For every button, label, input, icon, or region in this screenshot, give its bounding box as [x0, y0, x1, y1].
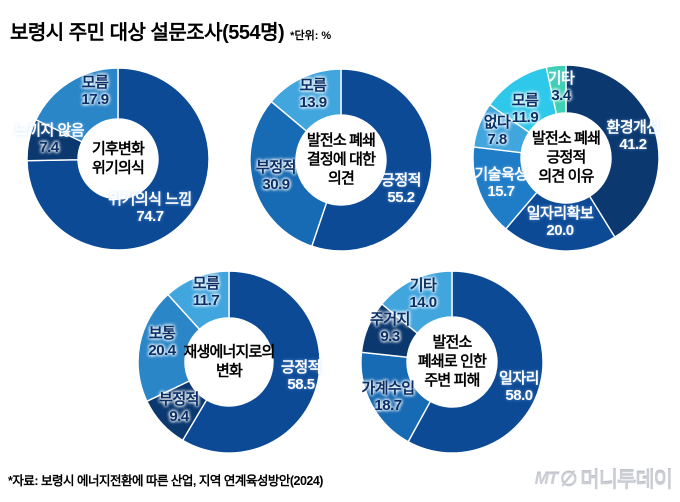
segment-label: 느끼지 않음 7.4 [13, 122, 85, 157]
donut-segment-3-3 [166, 270, 230, 331]
segment-value: 15.7 [487, 183, 515, 200]
source-note: *자료: 보령시 에너지전환에 따른 산업, 지역 연계육성방안(2024) [8, 474, 323, 488]
donut-segment-1-1 [249, 100, 328, 248]
segment-name: 모름 [192, 275, 220, 293]
donut-segment-1-0 [310, 68, 433, 252]
segment-label: 기술육성 15.7 [474, 166, 528, 201]
segment-value: 58.0 [505, 387, 533, 404]
segment-label: 일자리 58.0 [499, 370, 539, 405]
segment-value: 11.7 [192, 292, 220, 309]
donut-segment-0-0 [26, 67, 210, 251]
segment-value: 58.5 [287, 376, 315, 393]
donut-segment-4-3 [380, 270, 453, 335]
segment-value: 17.9 [81, 91, 109, 108]
segment-label: 없다 7.8 [483, 114, 511, 149]
donut-center-label: 기후변화 위기의식 [91, 140, 145, 176]
segment-name: 기타 [547, 70, 575, 88]
segment-name: 모름 [81, 74, 109, 92]
segment-value: 11.9 [511, 109, 539, 126]
segment-value: 20.0 [546, 222, 574, 239]
segment-label: 기타 3.4 [547, 70, 575, 105]
segment-label: 기타 14.0 [409, 277, 437, 312]
segment-label: 일자리확보 20.0 [526, 205, 594, 240]
segment-name: 모름 [511, 92, 539, 110]
moneytoday-logo-mt: MT [534, 469, 559, 488]
segment-name: 긍정적 [381, 172, 421, 190]
segment-label: 모름 13.9 [299, 77, 327, 112]
donut-segment-2-0 [565, 64, 660, 239]
segment-name: 부정적 [256, 159, 296, 177]
segment-name: 일자리 [499, 370, 539, 388]
moneytoday-logo: MT ∅ 머니투데이 [534, 464, 673, 494]
segment-name: 기술육성 [474, 166, 528, 184]
segment-value: 20.4 [148, 342, 176, 359]
donut-center-label: 발전소 폐쇄 결정에 대한 의견 [306, 131, 376, 187]
page-title: 보령시 주민 대상 설문조사(554명) [10, 22, 285, 44]
segment-name: 긍정적 [281, 359, 321, 377]
donut-segment-3-0 [181, 270, 321, 454]
segment-value: 3.4 [551, 87, 571, 104]
segment-name: 환경개선 [606, 119, 660, 137]
segment-name: 기타 [409, 277, 437, 295]
segment-value: 7.8 [487, 131, 507, 148]
segment-name: 보통 [148, 325, 176, 343]
donut-segment-0-2 [34, 67, 119, 143]
segment-name: 위기의식 느낌 [108, 191, 192, 209]
segment-label: 주거지 9.3 [370, 311, 410, 346]
segment-value: 30.9 [262, 176, 290, 193]
segment-name: 부정적 [159, 391, 199, 409]
donut-center-label: 발전소 폐쇄 긍정적 의견 이유 [531, 129, 601, 185]
segment-value: 41.2 [619, 136, 647, 153]
donut-center-label: 재생에너지로의 변화 [183, 343, 275, 379]
segment-name: 느끼지 않음 [13, 122, 85, 140]
segment-value: 9.4 [169, 408, 189, 425]
donut-segment-2-5 [545, 64, 567, 115]
segment-value: 74.7 [136, 208, 164, 225]
segment-name: 모름 [299, 77, 327, 95]
segment-label: 모름 11.9 [511, 92, 539, 127]
segment-value: 14.0 [409, 294, 437, 311]
segment-name: 주거지 [370, 311, 410, 329]
segment-name: 가계수입 [361, 380, 415, 398]
segment-label: 모름 11.7 [192, 275, 220, 310]
segment-value: 18.7 [374, 397, 402, 414]
unit-note: *단위: % [290, 30, 332, 42]
segment-label: 보통 20.4 [148, 325, 176, 360]
moneytoday-logo-icon: ∅ [560, 468, 578, 491]
moneytoday-logo-name: 머니투데이 [580, 469, 673, 492]
segment-value: 13.9 [299, 94, 327, 111]
donut-center-label: 발전소 폐쇄로 인한 주변 피해 [417, 333, 487, 389]
donut-segment-4-0 [407, 270, 544, 454]
segment-label: 긍정적 55.2 [381, 172, 421, 207]
segment-value: 55.2 [387, 189, 415, 206]
segment-label: 긍정적 58.5 [281, 359, 321, 394]
segment-value: 7.4 [39, 139, 59, 156]
segment-label: 가계수입 18.7 [361, 380, 415, 415]
segment-label: 환경개선 41.2 [606, 119, 660, 154]
header: 보령시 주민 대상 설문조사(554명) *단위: % [10, 16, 331, 45]
segment-label: 부정적 9.4 [159, 391, 199, 426]
segment-label: 위기의식 느낌 74.7 [108, 191, 192, 226]
segment-value: 9.3 [380, 328, 400, 345]
segment-label: 모름 17.9 [81, 74, 109, 109]
donut-segment-1-2 [270, 68, 342, 133]
segment-name: 없다 [483, 114, 511, 132]
segment-name: 일자리확보 [526, 205, 594, 223]
segment-label: 부정적 30.9 [256, 159, 296, 194]
